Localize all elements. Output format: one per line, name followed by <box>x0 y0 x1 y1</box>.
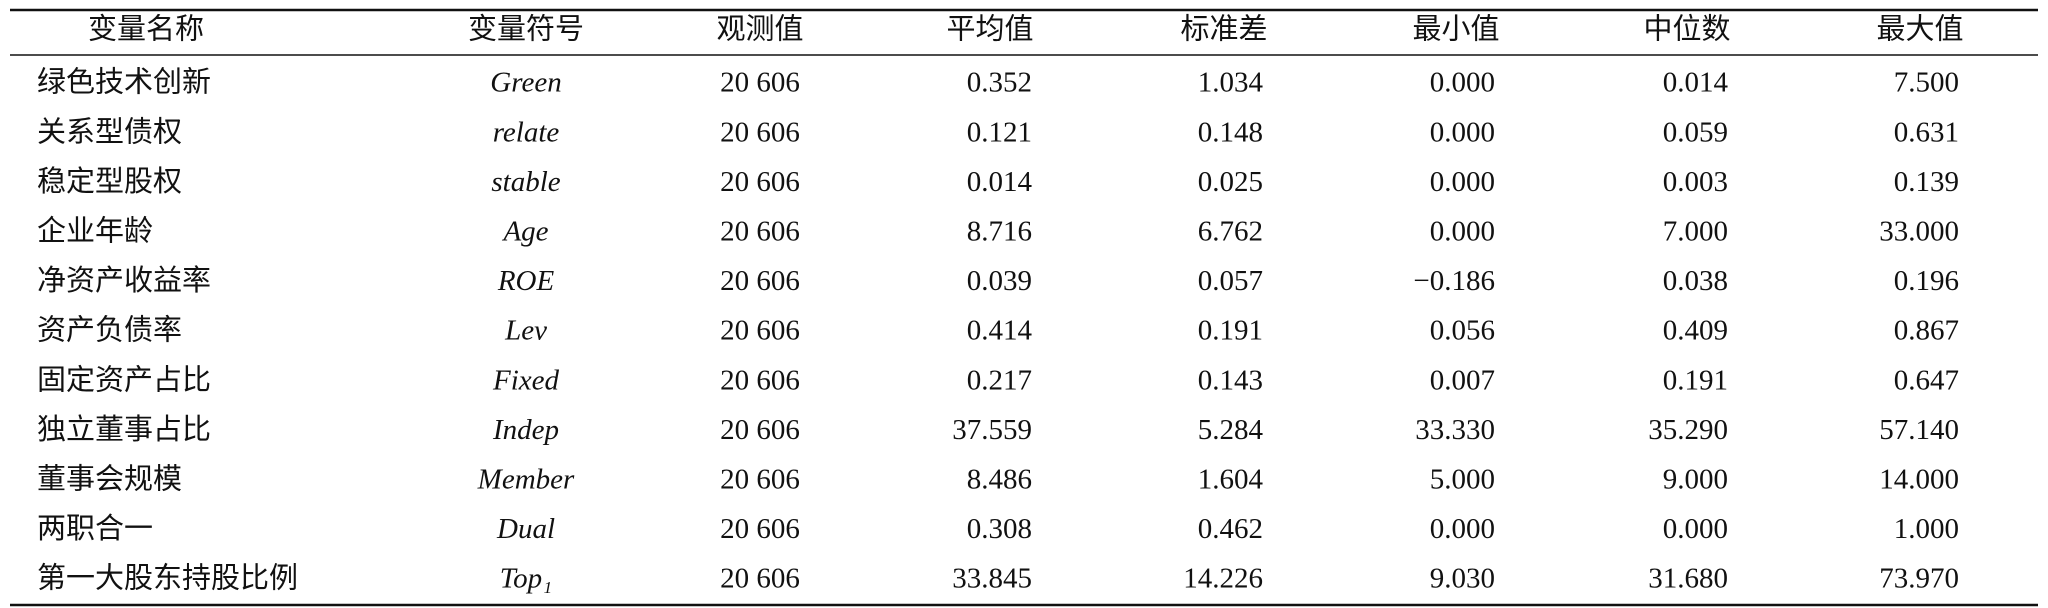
variable-name: 两职合一 <box>37 512 153 545</box>
variable-name: 稳定型股权 <box>37 165 182 198</box>
cell: 37.559 <box>952 414 1032 446</box>
cell: 8.716 <box>967 215 1032 247</box>
header-cell: 最小值 <box>1412 13 1499 46</box>
cell: 31.680 <box>1648 563 1728 595</box>
cell: 9.000 <box>1663 463 1728 495</box>
cell: 0.121 <box>967 116 1032 148</box>
variable-name: 企业年龄 <box>37 214 153 247</box>
variable-symbol: Dual <box>496 513 555 545</box>
cell: 0.196 <box>1894 265 1959 297</box>
variable-name: 关系型债权 <box>37 115 182 148</box>
variable-name: 净资产收益率 <box>37 264 211 297</box>
cell: 0.014 <box>1663 67 1729 99</box>
cell: 8.486 <box>967 463 1032 495</box>
cell: 5.000 <box>1430 463 1495 495</box>
variable-symbol: Fixed <box>492 364 560 396</box>
cell: 0.308 <box>967 513 1032 545</box>
cell: 33.330 <box>1415 414 1495 446</box>
cell: 6.762 <box>1198 215 1263 247</box>
cell: 0.000 <box>1430 67 1495 99</box>
cell: 0.352 <box>967 67 1032 99</box>
cell: 20 606 <box>720 116 800 148</box>
variable-symbol: ROE <box>497 265 555 297</box>
cell: 0.039 <box>967 265 1032 297</box>
cell: 0.647 <box>1894 364 1959 396</box>
cell: 9.030 <box>1430 563 1495 595</box>
cell: 7.500 <box>1894 67 1959 99</box>
cell: 20 606 <box>720 563 800 595</box>
cell: 20 606 <box>720 67 800 99</box>
variable-symbol: Green <box>490 67 561 99</box>
cell: −0.186 <box>1413 265 1495 297</box>
header-cell: 平均值 <box>946 13 1033 46</box>
cell: 14.000 <box>1879 463 1959 495</box>
variable-symbol: Lev <box>504 315 547 347</box>
header-cell: 标准差 <box>1180 13 1267 46</box>
variable-symbol: Member <box>477 463 575 495</box>
cell: 0.867 <box>1894 315 1959 347</box>
cell: 0.059 <box>1663 116 1728 148</box>
header-cell: 变量名称 <box>88 13 204 46</box>
cell: 20 606 <box>720 364 800 396</box>
cell: 0.148 <box>1198 116 1263 148</box>
header-cell: 变量符号 <box>468 13 584 46</box>
variable-name: 董事会规模 <box>37 462 182 495</box>
cell: 0.038 <box>1663 265 1728 297</box>
cell: 0.409 <box>1663 315 1728 347</box>
cell: 0.191 <box>1663 364 1728 396</box>
cell: 0.631 <box>1894 116 1959 148</box>
variable-name: 固定资产占比 <box>37 363 211 396</box>
variable-symbol: Top₁ <box>500 563 553 595</box>
variable-symbol: Age <box>501 215 548 247</box>
cell: 0.007 <box>1430 364 1495 396</box>
cell: 0.056 <box>1430 315 1495 347</box>
cell: 0.057 <box>1198 265 1263 297</box>
cell: 35.290 <box>1648 414 1728 446</box>
variable-name: 绿色技术创新 <box>37 66 211 99</box>
cell: 0.000 <box>1430 513 1495 545</box>
cell: 0.139 <box>1894 166 1959 198</box>
cell: 0.143 <box>1198 364 1263 396</box>
cell: 20 606 <box>720 265 800 297</box>
cell: 1.034 <box>1198 67 1264 99</box>
cell: 33.000 <box>1879 215 1959 247</box>
cell: 0.000 <box>1430 116 1495 148</box>
header-cell: 最大值 <box>1876 13 1963 46</box>
variable-name: 第一大股东持股比例 <box>37 562 298 595</box>
cell: 1.604 <box>1198 463 1264 495</box>
cell: 20 606 <box>720 463 800 495</box>
cell: 7.000 <box>1663 215 1728 247</box>
cell: 0.217 <box>967 364 1032 396</box>
cell: 0.462 <box>1198 513 1263 545</box>
cell: 73.970 <box>1879 563 1959 595</box>
cell: 0.191 <box>1198 315 1263 347</box>
cell: 20 606 <box>720 315 800 347</box>
cell: 57.140 <box>1879 414 1959 446</box>
cell: 20 606 <box>720 166 800 198</box>
header-cell: 中位数 <box>1643 13 1730 46</box>
cell: 1.000 <box>1894 513 1959 545</box>
header-cell: 观测值 <box>716 13 803 46</box>
cell: 20 606 <box>720 513 800 545</box>
cell: 0.003 <box>1663 166 1728 198</box>
cell: 14.226 <box>1183 563 1263 595</box>
cell: 0.000 <box>1430 215 1495 247</box>
cell: 0.414 <box>967 315 1033 347</box>
variable-symbol: Indep <box>492 414 559 446</box>
cell: 0.000 <box>1430 166 1495 198</box>
cell: 20 606 <box>720 215 800 247</box>
cell: 0.014 <box>967 166 1033 198</box>
cell: 0.025 <box>1198 166 1263 198</box>
variable-name: 资产负债率 <box>37 314 182 347</box>
cell: 5.284 <box>1198 414 1264 446</box>
cell: 33.845 <box>952 563 1032 595</box>
cell: 20 606 <box>720 414 800 446</box>
cell: 0.000 <box>1663 513 1728 545</box>
variable-symbol: relate <box>493 116 560 148</box>
variable-symbol: stable <box>491 166 560 198</box>
variable-name: 独立董事占比 <box>37 413 211 446</box>
